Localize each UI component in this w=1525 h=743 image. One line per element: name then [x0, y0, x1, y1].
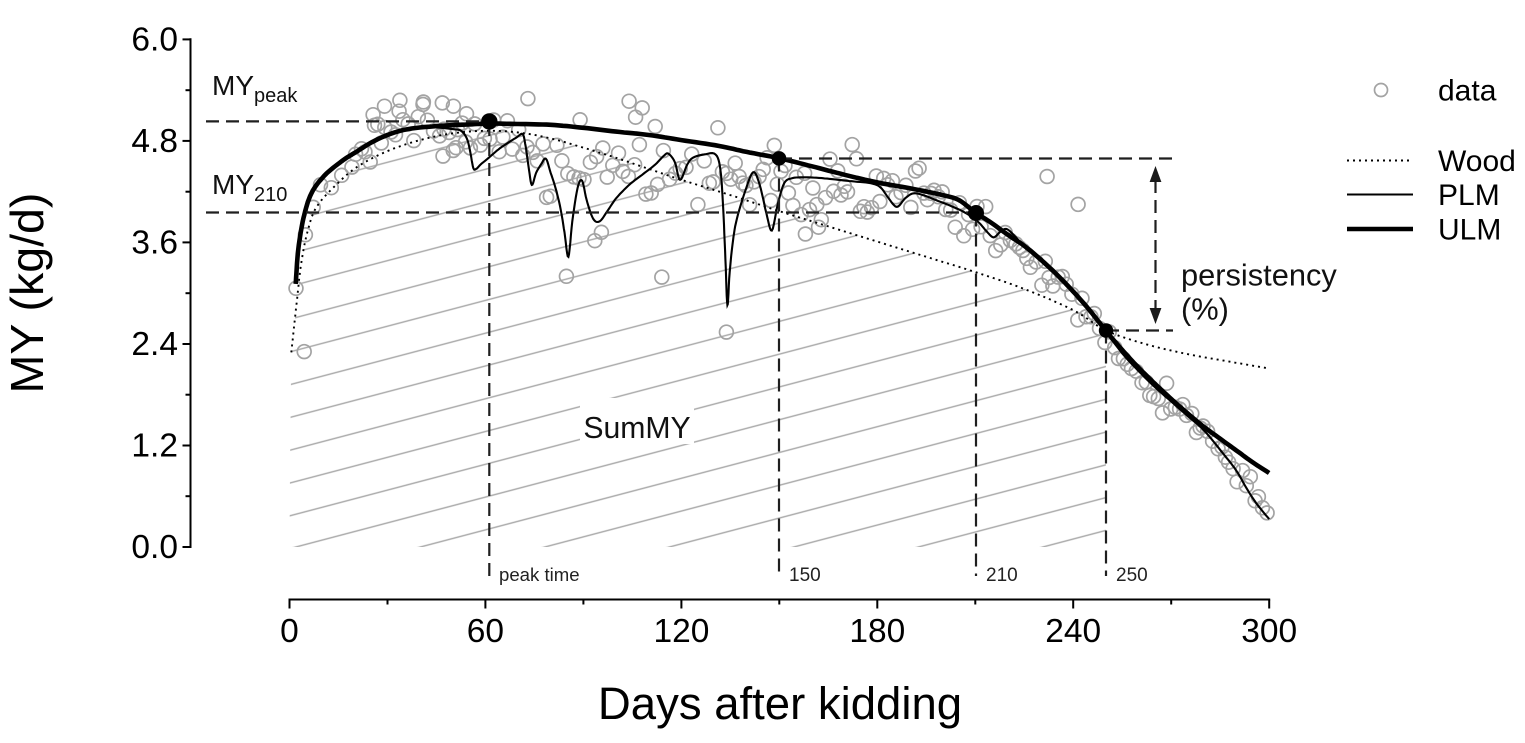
svg-text:Wood: Wood [1438, 145, 1516, 178]
svg-text:Days after kidding: Days after kidding [598, 678, 962, 729]
svg-text:ULM: ULM [1438, 214, 1501, 247]
svg-text:150: 150 [789, 565, 821, 586]
svg-text:0.0: 0.0 [131, 529, 178, 566]
svg-text:persistency: persistency [1181, 258, 1337, 293]
svg-text:2.4: 2.4 [131, 326, 178, 363]
svg-text:60: 60 [467, 613, 504, 650]
svg-text:SumMY: SumMY [583, 412, 690, 445]
svg-text:MY (kg/d): MY (kg/d) [1, 193, 53, 394]
svg-text:1.2: 1.2 [131, 428, 178, 465]
svg-text:(%): (%) [1181, 292, 1229, 327]
svg-text:120: 120 [653, 613, 709, 650]
svg-text:6.0: 6.0 [131, 21, 178, 58]
svg-text:240: 240 [1045, 613, 1101, 650]
svg-text:3.6: 3.6 [131, 224, 178, 261]
svg-text:300: 300 [1241, 613, 1297, 650]
svg-text:180: 180 [849, 613, 905, 650]
svg-text:250: 250 [1116, 565, 1148, 586]
svg-text:data: data [1438, 75, 1497, 108]
svg-text:0: 0 [280, 613, 299, 650]
svg-text:PLM: PLM [1438, 179, 1500, 212]
svg-text:210: 210 [986, 565, 1018, 586]
svg-text:4.8: 4.8 [131, 123, 178, 160]
svg-text:peak time: peak time [499, 564, 580, 585]
